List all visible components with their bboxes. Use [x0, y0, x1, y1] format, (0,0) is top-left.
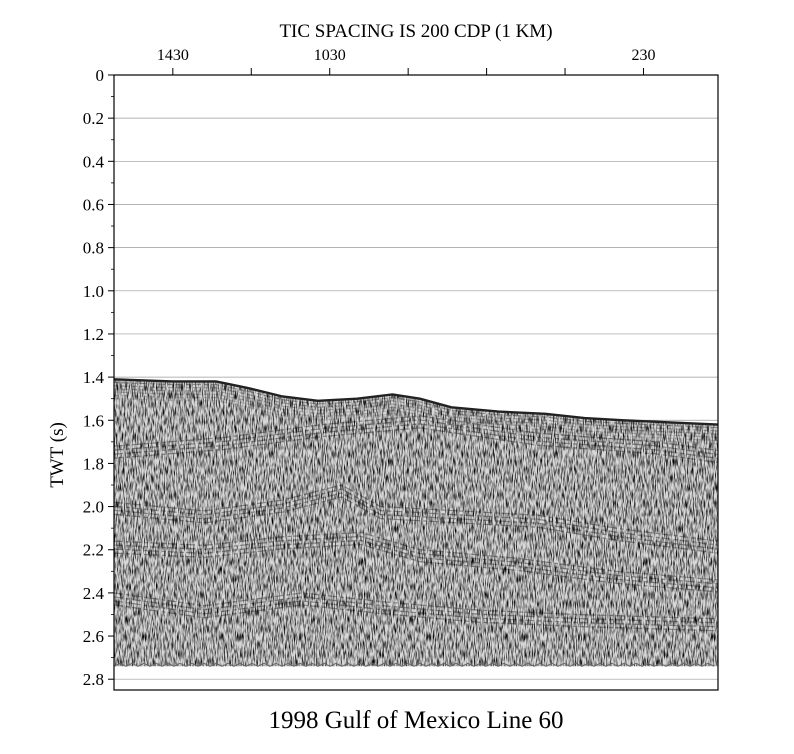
- seismic-data: [114, 378, 718, 667]
- y-tick-label: 2.0: [83, 498, 104, 517]
- y-tick-label: 2.2: [83, 541, 104, 560]
- reflector: [114, 488, 718, 546]
- reflector: [114, 604, 718, 632]
- y-tick-label: 2.8: [83, 670, 104, 689]
- seismic-texture: [114, 379, 718, 667]
- reflector: [114, 596, 718, 624]
- y-tick-labels: 0 0.2 0.4 0.6 0.8 1.0 1.2 1.4 1.6 1.8 2.0 2.2 2.4 2.6…: [83, 66, 105, 689]
- plot-frame: [113, 74, 719, 691]
- y-tick-label: 0.2: [83, 109, 104, 128]
- y-tick-label: 2.6: [83, 627, 104, 646]
- shallow-reflector: [114, 388, 718, 435]
- shallow-reflector: [114, 382, 718, 429]
- reflector: [114, 539, 718, 589]
- shallow-reflector: [114, 398, 718, 445]
- reflector: [114, 535, 718, 585]
- y-tick-label: 1.6: [83, 411, 104, 430]
- reflector: [114, 427, 718, 464]
- x-tick-label: 230: [631, 47, 655, 64]
- seafloor-reflector: [114, 378, 718, 426]
- shallow-reflector: [114, 385, 718, 432]
- reflector: [114, 492, 718, 550]
- data-bottom-edge: [114, 662, 715, 667]
- shallow-reflector: [114, 391, 718, 438]
- reflector: [114, 531, 718, 581]
- y-tick-label: 2.4: [83, 584, 105, 603]
- reflector: [114, 496, 718, 554]
- reflector: [114, 415, 718, 452]
- y-tick-label: 1.8: [83, 454, 104, 473]
- x-tick-labels: 1430 1030 230: [157, 47, 656, 64]
- y-tick-label: 0: [96, 66, 105, 85]
- shallow-reflector: [114, 394, 718, 442]
- reflector: [114, 484, 718, 542]
- y-tick-label: 1.2: [83, 325, 104, 344]
- y-axis-label: TWT (s): [47, 422, 68, 488]
- x-tick-label: 1430: [157, 47, 189, 64]
- reflector: [114, 419, 718, 456]
- y-tick-label: 0.4: [83, 152, 105, 171]
- y-tick-label: 0.8: [83, 239, 104, 258]
- x-tick-label: 1030: [314, 47, 346, 64]
- y-tick-label: 1.4: [83, 368, 105, 387]
- y-tick-label: 0.6: [83, 195, 104, 214]
- chart-title: 1998 Gulf of Mexico Line 60: [268, 707, 563, 734]
- reflector: [114, 423, 718, 460]
- x-tick-marks: [172, 68, 644, 75]
- reflector: [114, 600, 718, 628]
- reflector: [114, 543, 718, 593]
- y-tick-marks: [108, 74, 114, 680]
- top-axis-label: TIC SPACING IS 200 CDP (1 KM): [279, 21, 552, 42]
- y-tick-label: 1.0: [83, 282, 104, 301]
- reflector: [114, 592, 718, 620]
